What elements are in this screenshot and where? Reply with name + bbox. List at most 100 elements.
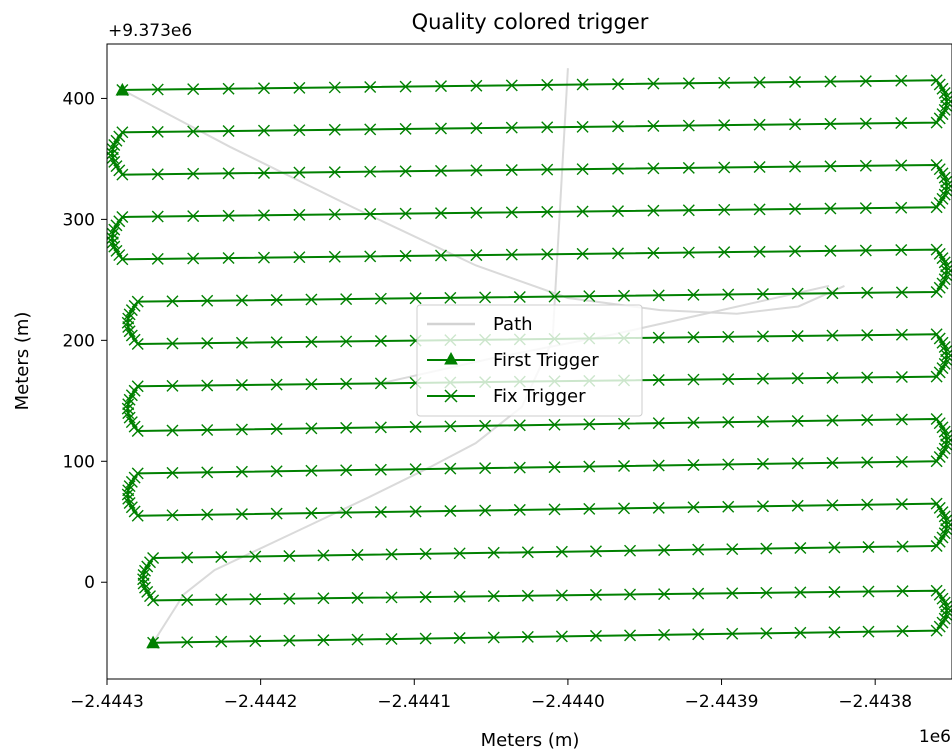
x-tick-label: −2.4440 xyxy=(531,692,605,712)
fix-trigger-marker xyxy=(505,206,518,219)
fix-trigger-marker xyxy=(555,630,568,643)
fix-trigger-marker xyxy=(828,585,841,598)
fix-trigger-marker xyxy=(895,74,908,87)
fix-trigger-marker xyxy=(682,119,695,132)
fix-trigger-marker xyxy=(859,75,872,88)
fix-trigger-marker xyxy=(222,252,235,265)
fix-trigger-marker xyxy=(106,227,119,240)
fix-trigger-marker xyxy=(859,244,872,257)
fix-trigger-marker xyxy=(328,166,341,179)
fix-trigger-marker xyxy=(826,371,839,384)
fix-trigger-marker xyxy=(385,548,398,561)
fix-trigger-marker xyxy=(151,210,164,223)
fix-trigger-marker xyxy=(137,577,150,590)
fix-trigger-marker xyxy=(936,616,949,629)
fix-trigger-marker xyxy=(789,245,802,258)
fix-trigger-marker xyxy=(612,162,625,175)
fix-trigger-marker xyxy=(647,119,660,132)
fix-trigger-marker xyxy=(131,295,144,308)
fix-trigger-marker xyxy=(187,252,200,265)
fix-trigger-marker xyxy=(201,337,214,350)
fix-trigger-marker xyxy=(374,335,387,348)
fix-trigger-marker xyxy=(895,371,908,384)
fix-trigger-marker xyxy=(940,260,952,273)
fix-trigger-marker xyxy=(385,633,398,646)
fix-trigger-marker xyxy=(201,424,214,436)
fix-trigger-marker xyxy=(257,124,270,137)
fix-trigger-marker xyxy=(434,207,447,220)
fix-trigger-marker xyxy=(895,455,908,468)
fix-trigger-marker xyxy=(895,159,908,172)
fix-trigger-marker xyxy=(718,161,731,174)
fix-trigger-marker xyxy=(760,586,773,599)
fix-trigger-marker xyxy=(583,418,596,431)
fix-trigger-marker xyxy=(930,158,943,171)
legend-fix-trigger-label: Fix Trigger xyxy=(493,386,586,407)
x-tick-label: −2.4438 xyxy=(838,692,912,712)
first-trigger-layer xyxy=(115,82,160,649)
fix-trigger-marker xyxy=(187,210,200,223)
fix-trigger-marker xyxy=(940,600,952,613)
fix-trigger-marker xyxy=(513,291,526,303)
fix-trigger-marker xyxy=(930,328,943,341)
fix-trigger-marker xyxy=(692,543,705,556)
fix-trigger-marker xyxy=(548,290,561,303)
x-axis: −2.4443 −2.4442 −2.4441 −2.4440 −2.4439 −2.44… xyxy=(70,679,912,712)
fix-trigger-marker xyxy=(235,423,248,436)
fix-trigger-marker xyxy=(940,175,952,188)
fix-trigger-marker xyxy=(293,208,306,221)
fix-trigger-marker xyxy=(409,420,422,433)
fix-trigger-marker xyxy=(487,590,500,603)
fix-trigger-marker xyxy=(374,377,387,390)
fix-trigger-marker xyxy=(794,626,807,639)
fix-trigger-marker xyxy=(682,246,695,259)
fix-trigger-marker xyxy=(328,250,341,263)
fix-trigger-marker xyxy=(470,164,483,177)
fix-trigger-marker xyxy=(612,247,625,260)
fix-trigger-marker xyxy=(453,631,466,644)
fix-trigger-marker xyxy=(687,373,700,386)
fix-trigger-marker xyxy=(235,508,248,521)
fix-trigger-marker xyxy=(409,292,422,305)
fix-trigger-marker xyxy=(794,542,807,555)
fix-trigger-marker xyxy=(722,288,735,301)
fix-trigger-marker xyxy=(505,79,518,92)
fix-trigger-marker xyxy=(487,546,500,559)
fix-trigger-marker xyxy=(293,166,306,179)
fix-trigger-marker xyxy=(122,398,135,411)
fix-trigger-marker xyxy=(576,163,589,176)
fix-trigger-marker xyxy=(794,586,807,599)
fix-trigger-marker xyxy=(938,596,951,609)
fix-trigger-marker xyxy=(612,120,625,133)
path-line xyxy=(121,89,845,315)
fix-trigger-marker xyxy=(940,604,952,617)
fix-trigger-marker xyxy=(541,78,554,91)
fix-trigger-marker xyxy=(181,593,194,606)
fix-trigger-marker xyxy=(756,415,769,428)
fix-trigger-marker xyxy=(895,413,908,426)
fix-trigger-marker xyxy=(122,312,135,325)
fix-trigger-marker xyxy=(756,372,769,385)
fix-trigger-marker xyxy=(930,74,943,87)
y-tick-label: 100 xyxy=(63,452,95,472)
fix-trigger-marker xyxy=(444,504,457,517)
fix-trigger-marker xyxy=(824,75,837,88)
fix-trigger-marker xyxy=(215,551,228,563)
fix-trigger-marker xyxy=(453,590,466,603)
fix-trigger-marker xyxy=(505,248,518,261)
fix-trigger-marker xyxy=(826,414,839,427)
fix-trigger-marker xyxy=(222,125,235,138)
fix-trigger-marker xyxy=(106,236,119,249)
fix-trigger-marker xyxy=(521,546,534,559)
fix-trigger-marker xyxy=(201,294,214,307)
fix-trigger-marker xyxy=(861,286,874,299)
fix-trigger-marker xyxy=(789,202,802,215)
fix-trigger-marker xyxy=(722,416,735,429)
fix-trigger-marker xyxy=(896,625,909,638)
fix-trigger-marker xyxy=(658,588,671,601)
fix-trigger-marker xyxy=(317,634,330,647)
fix-trigger-marker xyxy=(434,249,447,262)
fix-trigger-marker xyxy=(166,337,179,350)
fix-trigger-marker xyxy=(235,294,248,307)
